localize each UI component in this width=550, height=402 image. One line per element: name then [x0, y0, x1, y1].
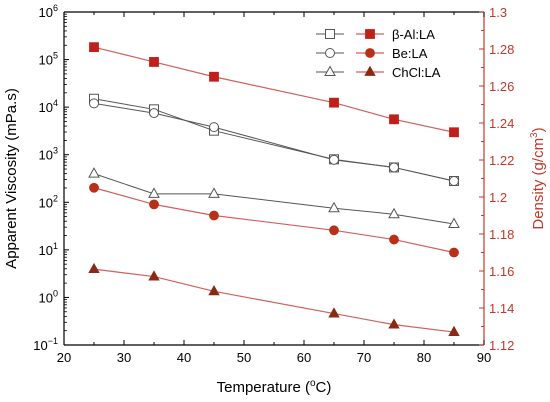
viscosity-point-triangle	[88, 167, 100, 178]
y-right-tick-label: 1.28	[489, 42, 514, 57]
y-left-tick-label: 103	[39, 146, 58, 163]
y-left-tick-label: 101	[39, 241, 58, 258]
density-point-triangle	[388, 318, 400, 329]
density-point-square	[149, 57, 159, 67]
x-tick-label: 80	[417, 350, 431, 365]
x-tick-label: 50	[237, 350, 251, 365]
legend-marker-viscosity-triangle	[324, 65, 336, 76]
y-right-tick-label: 1.26	[489, 79, 514, 94]
y-right-tick-label: 1.14	[489, 301, 514, 316]
viscosity-point-triangle	[388, 207, 400, 219]
axes-group: 20 30 40 50 60 70 80 90 10−1 100 101 102 103 104 105 10…	[3, 3, 547, 396]
y-right-tick-label: 1.24	[489, 116, 514, 131]
density-point-triangle	[328, 307, 340, 318]
density-point-triangle	[208, 285, 220, 296]
density-point-triangle	[448, 325, 460, 336]
legend-marker-density-square	[365, 29, 375, 39]
y-left-tick-label: 105	[39, 51, 58, 68]
x-tick-label: 90	[477, 350, 491, 365]
y-right-tick-label: 1.16	[489, 264, 514, 279]
density-point-square	[89, 42, 99, 53]
density-line-circle	[93, 187, 455, 254]
density-point-circle	[89, 182, 99, 193]
viscosity-point-circle	[449, 176, 459, 187]
y-right-tick-label: 1.12	[489, 338, 514, 353]
series-markers	[88, 42, 460, 336]
density-point-square	[209, 71, 219, 82]
y-left-tick-label: 104	[39, 98, 58, 115]
viscosity-line-triangle	[93, 173, 455, 225]
x-tick-label: 60	[297, 350, 311, 365]
viscosity-point-triangle	[328, 201, 340, 213]
density-point-square	[449, 127, 459, 138]
y-right-tick-label: 1.18	[489, 227, 514, 242]
legend-label: Be:LA	[392, 46, 428, 61]
x-tick-label: 20	[57, 350, 71, 365]
legend-label: ChCl:LA	[392, 65, 441, 80]
density-point-circle	[149, 199, 159, 210]
viscosity-point-triangle	[148, 187, 160, 198]
legend: β-Al:LA Be:LA ChCl:LA	[316, 27, 441, 80]
x-tick-label: 30	[117, 350, 131, 365]
x-tick-label: 70	[357, 350, 371, 365]
viscosity-point-triangle	[208, 187, 220, 198]
legend-label: β-Al:LA	[392, 27, 435, 42]
density-point-circle	[389, 234, 399, 245]
x-tick-label: 40	[177, 350, 191, 365]
legend-marker-viscosity-square	[325, 29, 335, 39]
y-right-tick-label: 1.3	[489, 5, 507, 20]
y-left-axis-title: Apparent Viscosity (mPa.s)	[3, 88, 20, 269]
density-point-triangle	[88, 262, 100, 274]
viscosity-point-circle	[149, 108, 159, 119]
viscosity-line-circle	[93, 102, 455, 182]
y-left-tick-label: 100	[39, 288, 58, 305]
legend-marker-density-circle	[365, 48, 375, 58]
density-line-triangle	[93, 268, 455, 333]
y-right-tick-label: 1.2	[489, 190, 507, 205]
density-point-circle	[209, 210, 219, 221]
y-left-tick-label: 10−1	[33, 336, 58, 353]
viscosity-point-triangle	[448, 217, 460, 228]
legend-marker-viscosity-circle	[325, 48, 335, 58]
y-left-tick-label: 106	[39, 3, 58, 20]
legend-marker-density-triangle	[364, 65, 376, 76]
y-right-tick-label: 1.22	[489, 153, 514, 168]
viscosity-point-circle	[329, 154, 339, 165]
density-point-square	[389, 114, 399, 125]
y-left-tick-label: 102	[39, 193, 58, 210]
series-lines	[93, 46, 455, 333]
y-right-axis-title: Density (g/cm3)	[529, 127, 547, 229]
x-axis-title: Temperature (oC)	[217, 378, 332, 396]
viscosity-point-circle	[89, 98, 99, 109]
density-line-square	[93, 46, 455, 133]
viscosity-point-circle	[389, 162, 399, 173]
density-point-square	[329, 97, 339, 108]
density-point-circle	[449, 247, 459, 258]
viscosity-point-circle	[209, 122, 219, 133]
density-point-circle	[329, 225, 339, 236]
density-point-triangle	[148, 270, 160, 281]
